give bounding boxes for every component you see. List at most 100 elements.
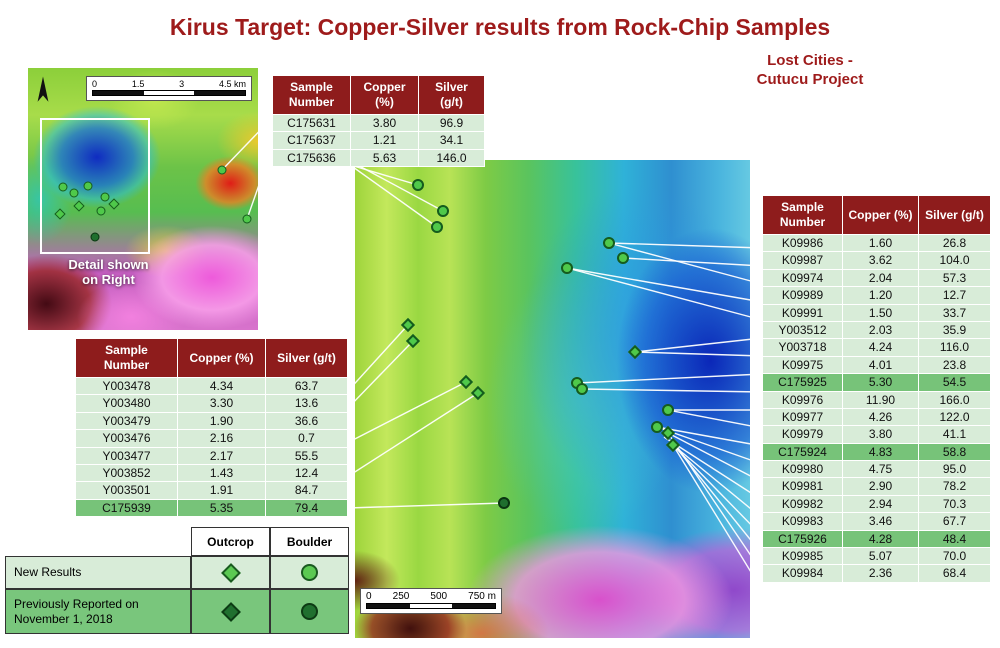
- table-row: K09977 4.26 122.0: [762, 407, 991, 427]
- legend-cell-boulder-new: [270, 556, 349, 589]
- scale-segment: [93, 91, 144, 95]
- table-cell: 1.20: [842, 286, 919, 305]
- table-cell: K09987: [762, 251, 843, 270]
- table-cell: 1.60: [842, 233, 919, 253]
- table-cell: 2.03: [842, 320, 919, 340]
- column-header: Sample Number: [762, 195, 843, 235]
- table-cell: Y003476: [75, 429, 178, 448]
- table-cell: 3.80: [842, 425, 919, 444]
- project-subtitle: Lost Cities - Cutucu Project: [720, 52, 900, 90]
- scale-tick: 1.5: [131, 79, 145, 89]
- table-cell: K09991: [762, 303, 843, 322]
- detail-map: 0 250 500 750 m: [355, 160, 750, 638]
- table-cell: 1.21: [350, 131, 419, 150]
- table-cell: K09982: [762, 494, 843, 514]
- table-cell: 1.90: [177, 411, 266, 431]
- scale-tick: 250: [392, 591, 410, 602]
- table-cell: Y003501: [75, 481, 178, 500]
- table-row: Y003479 1.90 36.6: [75, 411, 348, 431]
- table-cell: K09986: [762, 233, 843, 253]
- table-row: C175925 5.30 54.5: [762, 373, 991, 392]
- table-cell: K09979: [762, 425, 843, 444]
- table-row: K09975 4.01 23.8: [762, 355, 991, 375]
- table-row: K09987 3.62 104.0: [762, 251, 991, 270]
- legend-label-previous: Previously Reported on November 1, 2018: [5, 589, 191, 634]
- samples-table-right: Sample Number Copper (%) Silver (g/t) K0998…: [762, 195, 991, 583]
- north-arrow-icon: [37, 76, 49, 102]
- sample-marker-circle-old: [90, 232, 100, 242]
- table-cell: 4.28: [842, 529, 919, 549]
- table-cell: 4.26: [842, 407, 919, 427]
- table-cell: 1.43: [177, 463, 266, 483]
- table-cell: C175939: [75, 498, 178, 518]
- table-cell: 63.7: [265, 376, 348, 396]
- table-cell: K09980: [762, 460, 843, 479]
- detail-scalebar: 0 250 500 750 m: [360, 588, 502, 614]
- legend-label-new: New Results: [5, 556, 191, 589]
- table-cell: Y003480: [75, 394, 178, 413]
- scale-segment: [143, 91, 195, 95]
- sample-marker-circle-new: [576, 382, 589, 395]
- table-cell: 0.7: [265, 429, 348, 448]
- samples-table-top: Sample Number Copper (%) Silver (g/t) C1756…: [272, 75, 485, 168]
- column-header: Sample Number: [272, 75, 351, 115]
- table-cell: Y003852: [75, 463, 178, 483]
- table-row: K09989 1.20 12.7: [762, 286, 991, 305]
- sample-marker-diamond-new: [470, 385, 485, 400]
- table-row: C175636 5.63 146.0: [272, 148, 485, 168]
- table-cell: 3.80: [350, 113, 419, 133]
- table-cell: C175924: [762, 442, 843, 462]
- table-row: C175939 5.35 79.4: [75, 498, 348, 518]
- table-cell: 67.7: [918, 512, 991, 531]
- table-cell: 70.0: [918, 547, 991, 566]
- sample-marker-circle-new: [69, 188, 79, 198]
- table-cell: C175637: [272, 131, 351, 150]
- table-cell: K09985: [762, 547, 843, 566]
- table-row: C175924 4.83 58.8: [762, 442, 991, 462]
- table-cell: 1.50: [842, 303, 919, 322]
- table-cell: K09977: [762, 407, 843, 427]
- sample-marker-circle-new: [616, 251, 629, 264]
- samples-table-left: Sample Number Copper (%) Silver (g/t) Y0034…: [75, 338, 348, 518]
- table-cell: 166.0: [918, 390, 991, 409]
- table-cell: 3.62: [842, 251, 919, 270]
- map-legend: Outcrop Boulder New Results Previously R…: [5, 527, 349, 634]
- table-cell: 78.2: [918, 477, 991, 496]
- outcrop-previous-icon: [220, 601, 241, 622]
- table-cell: 36.6: [265, 411, 348, 431]
- table-cell: K09983: [762, 512, 843, 531]
- table-cell: 79.4: [265, 498, 348, 518]
- table-cell: Y003479: [75, 411, 178, 431]
- table-row: K09986 1.60 26.8: [762, 233, 991, 253]
- sample-marker-circle-old: [497, 497, 510, 510]
- table-row: Y003478 4.34 63.7: [75, 376, 348, 396]
- subtitle-line-1: Lost Cities -: [767, 52, 853, 69]
- table-cell: 2.36: [842, 564, 919, 583]
- table-row: K09976 11.90 166.0: [762, 390, 991, 409]
- table-row: K09979 3.80 41.1: [762, 425, 991, 444]
- sample-marker-diamond-new: [458, 374, 474, 389]
- table-cell: 2.94: [842, 494, 919, 514]
- table-cell: K09974: [762, 268, 843, 288]
- detail-extent-label: Detail shown on Right: [68, 256, 149, 288]
- table-cell: 5.35: [177, 498, 266, 518]
- table-row: K09984 2.36 68.4: [762, 564, 991, 583]
- table-cell: K09975: [762, 355, 843, 375]
- table-cell: Y003512: [762, 320, 843, 340]
- table-row: C175637 1.21 34.1: [272, 131, 485, 150]
- table-cell: Y003478: [75, 376, 178, 396]
- table-cell: Y003718: [762, 338, 843, 357]
- table-cell: K09989: [762, 286, 843, 305]
- table-cell: 122.0: [918, 407, 991, 427]
- table-cell: 116.0: [918, 338, 991, 357]
- column-header: Silver (g/t): [265, 338, 348, 378]
- legend-cell-boulder-old: [270, 589, 349, 634]
- table-cell: Y003477: [75, 446, 178, 465]
- table-row: Y003512 2.03 35.9: [762, 320, 991, 340]
- table-row: Y003718 4.24 116.0: [762, 338, 991, 357]
- table-cell: C175636: [272, 148, 351, 168]
- sample-marker-diamond-new: [627, 345, 643, 360]
- scale-tick: 0: [366, 591, 372, 602]
- legend-row-new-results: New Results: [5, 556, 349, 589]
